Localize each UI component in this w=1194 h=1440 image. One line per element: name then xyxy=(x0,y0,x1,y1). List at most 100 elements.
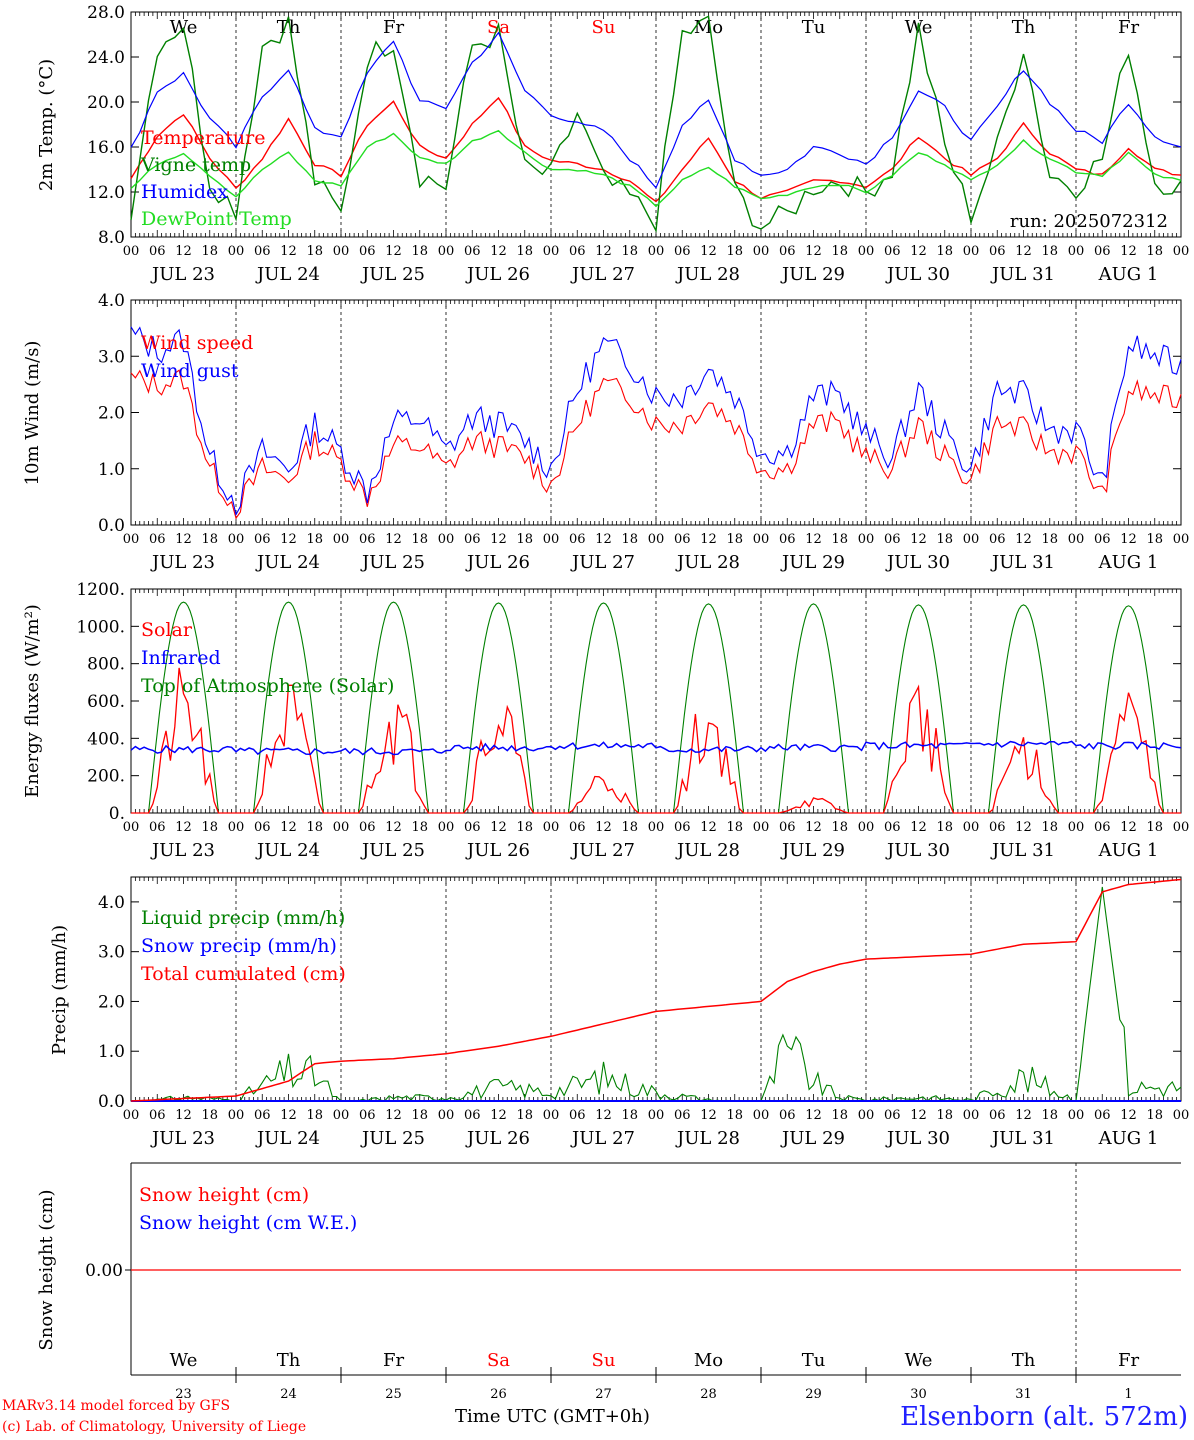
temp-hour-tick-label: 12 xyxy=(280,244,297,259)
wind-series-1 xyxy=(130,326,1182,517)
precip-hour-tick-label: 06 xyxy=(569,1108,586,1123)
snow-y-tick-label: 0.00 xyxy=(85,1261,123,1281)
precip-hour-tick-label: 00 xyxy=(1068,1108,1085,1123)
energy-hour-tick-label: 18 xyxy=(1041,820,1058,835)
wind-hour-tick-label: 18 xyxy=(621,532,638,547)
temp-hour-tick-label: 00 xyxy=(438,244,455,259)
precip-date-label: JUL 24 xyxy=(255,1128,320,1149)
snow-day-number: 30 xyxy=(910,1387,927,1402)
precip-hour-tick-label: 12 xyxy=(175,1108,192,1123)
wind-hour-tick-label: 18 xyxy=(1041,532,1058,547)
temp-hour-tick-label: 06 xyxy=(884,244,901,259)
precip-hour-tick-label: 06 xyxy=(149,1108,166,1123)
wind-hour-tick-label: 00 xyxy=(1173,532,1190,547)
energy-hour-tick-label: 12 xyxy=(595,820,612,835)
energy-date-label: JUL 27 xyxy=(570,840,635,861)
wind-date-label: JUL 29 xyxy=(780,552,845,573)
energy-hour-tick-label: 12 xyxy=(280,820,297,835)
energy-hour-tick-label: 12 xyxy=(385,820,402,835)
snow-day-name: We xyxy=(905,1350,933,1371)
snow-day-name: Fr xyxy=(1118,1350,1139,1371)
energy-hour-tick-label: 18 xyxy=(306,820,323,835)
temp-hour-tick-label: 06 xyxy=(569,244,586,259)
wind-hour-tick-label: 06 xyxy=(569,532,586,547)
precip-hour-tick-label: 18 xyxy=(201,1108,218,1123)
energy-hour-tick-label: 00 xyxy=(123,820,140,835)
wind-hour-tick-label: 12 xyxy=(700,532,717,547)
wind-date-label: JUL 23 xyxy=(150,552,215,573)
temp-date-label: JUL 25 xyxy=(360,264,425,285)
precip-hour-tick-label: 12 xyxy=(700,1108,717,1123)
wind-hour-tick-label: 00 xyxy=(753,532,770,547)
precip-hour-tick-label: 00 xyxy=(858,1108,875,1123)
precip-hour-tick-label: 12 xyxy=(595,1108,612,1123)
precip-hour-tick-label: 00 xyxy=(333,1108,350,1123)
wind-hour-tick-label: 06 xyxy=(359,532,376,547)
wind-hour-tick-label: 00 xyxy=(123,532,140,547)
wind-hour-tick-label: 06 xyxy=(464,532,481,547)
temp-hour-tick-label: 18 xyxy=(516,244,533,259)
energy-date-label: JUL 28 xyxy=(675,840,740,861)
snow-day-number: 29 xyxy=(805,1387,822,1402)
wind-hour-tick-label: 06 xyxy=(1094,532,1111,547)
temp-hour-tick-label: 06 xyxy=(779,244,796,259)
energy-hour-tick-label: 18 xyxy=(936,820,953,835)
wind-hour-tick-label: 12 xyxy=(805,532,822,547)
energy-date-label: JUL 23 xyxy=(150,840,215,861)
wind-hour-tick-label: 18 xyxy=(411,532,428,547)
snow-day-number: 25 xyxy=(385,1387,402,1402)
temp-hour-tick-label: 06 xyxy=(674,244,691,259)
temp-date-label: AUG 1 xyxy=(1098,264,1159,285)
wind-hour-tick-label: 12 xyxy=(910,532,927,547)
wind-legend-1: Wind gust xyxy=(141,360,239,382)
precip-date-label: JUL 23 xyxy=(150,1128,215,1149)
precip-hour-tick-label: 18 xyxy=(936,1108,953,1123)
temp-date-label: JUL 31 xyxy=(990,264,1055,285)
temp-hour-tick-label: 12 xyxy=(175,244,192,259)
precip-hour-tick-label: 18 xyxy=(831,1108,848,1123)
wind-hour-tick-label: 00 xyxy=(963,532,980,547)
energy-date-label: AUG 1 xyxy=(1098,840,1159,861)
precip-hour-tick-label: 12 xyxy=(1015,1108,1032,1123)
energy-hour-tick-label: 00 xyxy=(753,820,770,835)
wind-date-label: JUL 27 xyxy=(570,552,635,573)
temp-date-label: JUL 23 xyxy=(150,264,215,285)
wind-hour-tick-label: 06 xyxy=(674,532,691,547)
energy-y-tick-label: 1000. xyxy=(76,617,125,637)
energy-hour-tick-label: 12 xyxy=(805,820,822,835)
temp-day-name: Fr xyxy=(1118,17,1139,38)
precip-hour-tick-label: 00 xyxy=(123,1108,140,1123)
energy-y-tick-label: 400. xyxy=(87,729,125,749)
temp-series-3 xyxy=(130,129,1182,208)
snow-day-name: Fr xyxy=(383,1350,404,1371)
temp-date-label: JUL 24 xyxy=(255,264,320,285)
energy-hour-tick-label: 06 xyxy=(569,820,586,835)
energy-hour-tick-label: 06 xyxy=(884,820,901,835)
precip-legend-1: Snow precip (mm/h) xyxy=(141,935,337,957)
precip-hour-tick-label: 00 xyxy=(543,1108,560,1123)
wind-date-label: JUL 24 xyxy=(255,552,320,573)
energy-hour-tick-label: 06 xyxy=(989,820,1006,835)
temp-y-tick-label: 20.0 xyxy=(87,93,125,113)
precip-y-tick-label: 1.0 xyxy=(98,1042,125,1062)
temp-hour-tick-label: 06 xyxy=(1094,244,1111,259)
precip-hour-tick-label: 12 xyxy=(1120,1108,1137,1123)
wind-hour-tick-label: 00 xyxy=(858,532,875,547)
energy-hour-tick-label: 18 xyxy=(726,820,743,835)
energy-hour-tick-label: 00 xyxy=(1173,820,1190,835)
energy-date-label: JUL 29 xyxy=(780,840,845,861)
snow-day-number: 27 xyxy=(595,1387,612,1402)
energy-hour-tick-label: 00 xyxy=(1068,820,1085,835)
temp-hour-tick-label: 06 xyxy=(359,244,376,259)
temp-day-name: Su xyxy=(592,17,616,38)
wind-date-label: JUL 30 xyxy=(885,552,950,573)
precip-hour-tick-label: 12 xyxy=(490,1108,507,1123)
wind-y-tick-label: 2.0 xyxy=(98,404,125,424)
wind-hour-tick-label: 18 xyxy=(831,532,848,547)
station-name: Elsenborn (alt. 572m) xyxy=(900,1402,1188,1432)
wind-date-label: JUL 25 xyxy=(360,552,425,573)
wind-hour-tick-label: 12 xyxy=(490,532,507,547)
snow-day-name: Th xyxy=(1012,1350,1036,1371)
wind-series-0 xyxy=(130,369,1182,520)
wind-hour-tick-label: 12 xyxy=(1015,532,1032,547)
